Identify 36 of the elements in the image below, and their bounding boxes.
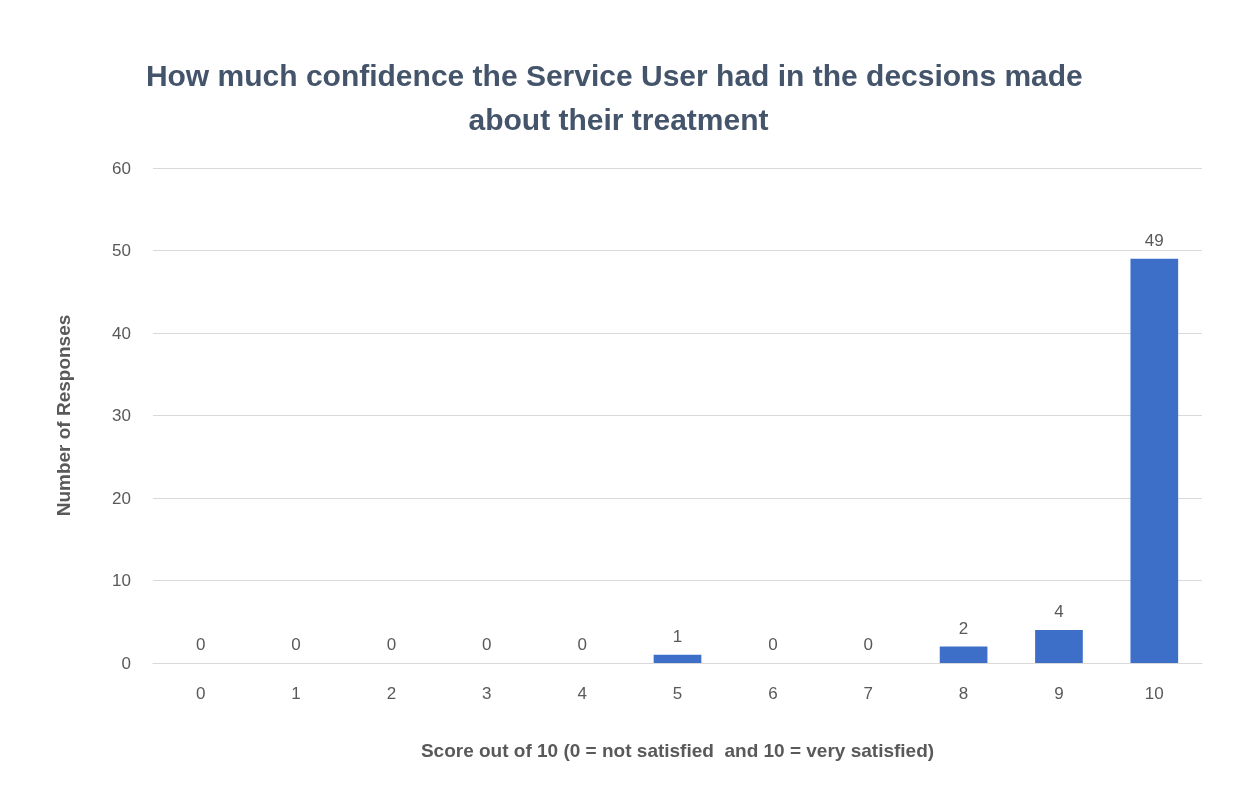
- y-tick-label: 20: [112, 488, 131, 508]
- x-tick-label: 4: [577, 684, 587, 703]
- data-label: 2: [958, 618, 969, 638]
- data-label: 0: [195, 635, 206, 654]
- data-label: 49: [1144, 230, 1164, 250]
- data-label: 0: [863, 635, 873, 654]
- x-tick-label: 1: [291, 684, 301, 703]
- y-tick-label: 50: [112, 241, 131, 260]
- x-tick-label: 0: [195, 684, 206, 703]
- x-tick-label: 6: [768, 684, 778, 703]
- bar: [653, 654, 702, 663]
- x-axis-title: Score out of 10 (0 = not satisfied and 10 = very satisfied): [420, 740, 935, 761]
- y-tick-label: 60: [112, 158, 131, 178]
- data-label: 0: [768, 635, 778, 654]
- x-tick-label: 3: [482, 684, 492, 703]
- x-tick-label: 5: [672, 684, 683, 703]
- bar: [1035, 630, 1083, 663]
- bar: [939, 646, 988, 663]
- y-axis-title: Number of Responses: [53, 314, 74, 517]
- data-label: 0: [386, 635, 397, 654]
- data-label: 0: [291, 635, 301, 654]
- y-tick-label: 10: [112, 571, 131, 590]
- x-tick-label: 2: [386, 684, 397, 703]
- y-tick-label: 40: [112, 323, 131, 343]
- data-label: 4: [1054, 602, 1064, 621]
- data-label: 1: [672, 626, 683, 646]
- y-tick-label: 30: [112, 406, 131, 425]
- y-tick-label: 0: [121, 653, 131, 673]
- x-tick-label: 9: [1054, 684, 1064, 703]
- data-label: 0: [482, 635, 492, 654]
- chart-title: How much confidence the Service User had in the decsions made about their treatment: [145, 58, 1092, 136]
- bar: [1130, 258, 1179, 663]
- x-tick-label: 10: [1144, 684, 1164, 703]
- x-tick-label: 8: [958, 684, 969, 703]
- data-label: 0: [577, 635, 587, 654]
- x-tick-label: 7: [863, 684, 873, 703]
